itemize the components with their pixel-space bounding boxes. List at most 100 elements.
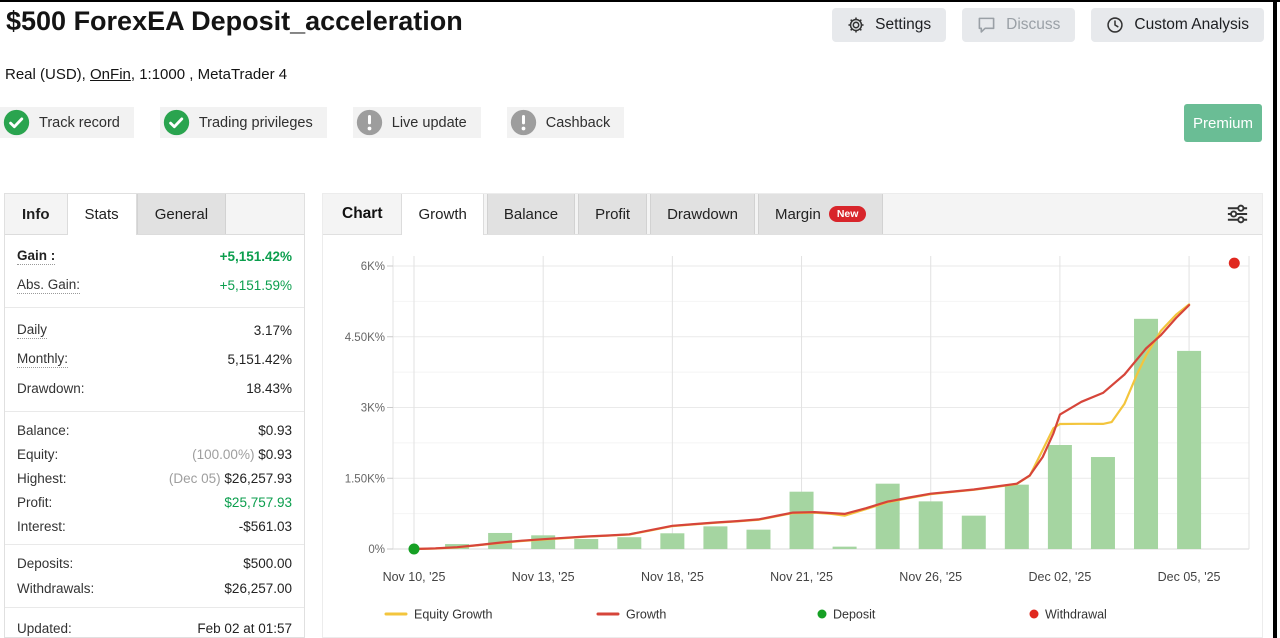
stat-value-text: $0.93 [258, 446, 292, 462]
stat-value: $25,757.93 [224, 495, 292, 510]
new-badge: New [828, 206, 867, 222]
growth-bar [488, 532, 513, 549]
broker-link[interactable]: OnFin [90, 66, 131, 83]
stat-row-balance: Balance: $0.93 [17, 418, 292, 442]
growth-bar [961, 515, 986, 549]
stat-value: +5,151.59% [220, 278, 292, 293]
stat-label: Highest: [17, 470, 67, 486]
stat-value-text: $26,257.93 [224, 470, 292, 486]
stat-label: Updated: [17, 620, 72, 636]
tab-info[interactable]: Info [22, 205, 50, 223]
tab-balance[interactable]: Balance [486, 194, 576, 234]
stat-label: Withdrawals: [17, 581, 95, 596]
subtitle-prefix: Real (USD), [5, 66, 91, 83]
chart-panel-tabs: Chart Growth Balance Profit Drawdown Margin Ne… [323, 194, 1262, 235]
stat-value-text: 5,151.42% [227, 352, 292, 367]
legend-equity-growth[interactable]: Equity Growth [414, 608, 493, 622]
stat-group: Deposits: $500.00 Withdrawals: $26,257.00 [5, 545, 304, 608]
header-buttons: Settings Discuss Custom Analysis [832, 8, 1264, 42]
stat-row-profit: Profit: $25,757.93 [17, 490, 292, 514]
discuss-button[interactable]: Discuss [962, 8, 1076, 42]
legend-withdrawal-swatch [1029, 609, 1039, 619]
legend-growth[interactable]: Growth [626, 608, 666, 622]
stat-row-drawdown: Drawdown: 18.43% [17, 374, 292, 403]
stat-label: Deposits: [17, 556, 74, 571]
stats-panel-tabs: Info Stats General [5, 194, 304, 235]
stat-value-text: 18.43% [246, 381, 292, 396]
stat-value: +5,151.42% [220, 249, 292, 264]
speech-bubble-icon [977, 16, 996, 34]
stat-value-text: 3.17% [253, 323, 292, 338]
exclamation-circle-icon [510, 109, 537, 136]
stat-value-text: $26,257.00 [224, 581, 292, 596]
settings-button[interactable]: Settings [832, 8, 947, 42]
tab-profit[interactable]: Profit [578, 194, 648, 234]
withdrawal-marker [1228, 257, 1240, 269]
growth-line [412, 303, 1191, 551]
legend-deposit[interactable]: Deposit [833, 608, 876, 622]
growth-bar [531, 535, 556, 549]
stat-value-prefix: (100.00%) [192, 446, 259, 462]
growth-bar [1090, 457, 1115, 549]
badge-label: Track record [39, 114, 120, 131]
stat-label: Interest: [17, 518, 66, 534]
stat-value: 5,151.42% [227, 352, 292, 367]
tab-margin[interactable]: Margin New [757, 194, 884, 234]
tab-label: Drawdown [667, 205, 738, 223]
badge-live-update: Live update [352, 107, 481, 138]
chart-body: 0% 1.50K% 3K% 4.50K% 6K% Nov 10, '25 Nov 13, '… [323, 234, 1262, 637]
account-subtitle: Real (USD), OnFin, 1:1000 , MetaTrader 4 [5, 66, 287, 83]
stat-value: $0.93 [258, 423, 292, 438]
growth-chart: 0% 1.50K% 3K% 4.50K% 6K% Nov 10, '25 Nov 13, '… [345, 256, 1250, 622]
growth-bar [918, 501, 943, 549]
check-circle-icon [3, 109, 30, 136]
x-axis-label: Nov 18, '25 [641, 570, 704, 584]
tab-general[interactable]: General [136, 194, 227, 234]
custom-analysis-button[interactable]: Custom Analysis [1091, 8, 1264, 42]
stat-value: (100.00%) $0.93 [192, 447, 292, 462]
stats-table: Gain : +5,151.42% Abs. Gain: +5,151.59% Dail… [5, 235, 304, 637]
y-axis-label: 1.50K% [345, 473, 385, 485]
stat-value-text: -$561.03 [238, 518, 292, 534]
tab-label: Balance [503, 205, 559, 223]
badge-label: Live update [391, 114, 467, 131]
stat-row-withdrawals: Withdrawals: $26,257.00 [17, 576, 292, 601]
gear-icon [847, 16, 865, 34]
tab-label: Profit [595, 205, 631, 223]
growth-bar [1004, 484, 1029, 549]
stat-group: Daily 3.17% Monthly: 5,151.42% Drawdown: 18.4… [5, 308, 304, 412]
growth-bar [617, 537, 642, 549]
exclamation-circle-icon [356, 109, 383, 136]
y-axis-label: 6K% [361, 261, 385, 273]
growth-bar [832, 546, 857, 549]
stat-value: $500.00 [243, 556, 292, 571]
tab-stats[interactable]: Stats [66, 194, 137, 235]
stat-row-daily: Daily 3.17% [17, 316, 292, 345]
deposit-marker [408, 543, 420, 555]
stat-value-text: $0.93 [258, 422, 292, 438]
growth-bar [574, 539, 599, 549]
stat-label: Balance: [17, 422, 70, 438]
y-axis-label: 0% [368, 544, 385, 556]
stat-row-equity: Equity: (100.00%) $0.93 [17, 442, 292, 466]
stat-row-abs-gain: Abs. Gain: +5,151.59% [17, 271, 292, 300]
chart-filter-button[interactable] [1225, 203, 1250, 225]
stat-row-highest: Highest: (Dec 05) $26,257.93 [17, 466, 292, 490]
x-axis-label: Nov 21, '25 [770, 570, 833, 584]
premium-button[interactable]: Premium [1184, 104, 1262, 142]
stat-value: 18.43% [246, 381, 292, 396]
stat-value-text: +5,151.59% [219, 278, 292, 293]
stat-value-text: $25,757.93 [224, 494, 292, 510]
custom-analysis-button-label: Custom Analysis [1134, 16, 1249, 33]
badge-trading-privileges: Trading privileges [159, 107, 327, 138]
tab-growth[interactable]: Growth [401, 194, 484, 235]
stat-value-text: Feb 02 at 01:57 [197, 620, 292, 636]
tab-drawdown[interactable]: Drawdown [650, 194, 755, 234]
stat-group: Gain : +5,151.42% Abs. Gain: +5,151.59% [5, 235, 304, 308]
tab-label: Growth [418, 206, 467, 223]
chart-panel: Chart Growth Balance Profit Drawdown Margin Ne… [322, 193, 1263, 638]
stat-row-interest: Interest: -$561.03 [17, 514, 292, 538]
stat-label: Profit: [17, 494, 53, 510]
legend-withdrawal[interactable]: Withdrawal [1045, 608, 1107, 622]
y-axis-label: 4.50K% [345, 332, 385, 344]
